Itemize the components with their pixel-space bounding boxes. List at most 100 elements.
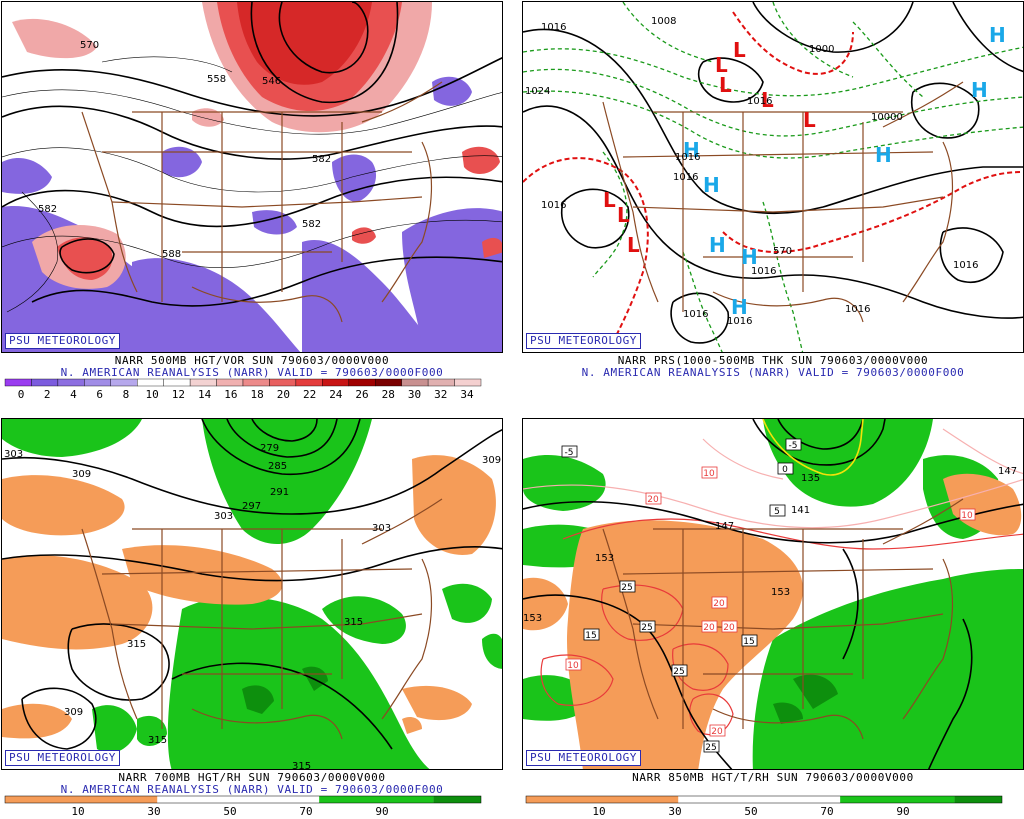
scale-color-cell bbox=[110, 378, 138, 387]
scale-tick-label: 24 bbox=[329, 388, 343, 401]
psu-meteorology-badge: PSU METEOROLOGY bbox=[526, 750, 641, 766]
temperature-box bbox=[671, 664, 688, 677]
svg-text:H: H bbox=[683, 138, 700, 162]
contour-label: 1024 bbox=[525, 86, 550, 97]
svg-text:H: H bbox=[731, 295, 748, 319]
temperature-label-group: -5 -5 5 0 10 20 25 25 20 20 20 15 15 25 10 20 25 10 bbox=[561, 438, 976, 753]
scale-color-cell bbox=[163, 378, 191, 387]
contour-label: 1000 bbox=[809, 44, 834, 55]
contour-label: 1008 bbox=[651, 16, 676, 27]
scale-tick-label: 34 bbox=[460, 388, 474, 401]
temperature-box bbox=[701, 466, 718, 479]
scale-tick-label: 50 bbox=[744, 805, 757, 818]
temperature-label: 25 bbox=[705, 743, 716, 753]
scale-tick-label: 20 bbox=[277, 388, 290, 401]
temperature-box bbox=[645, 492, 662, 505]
scale-tick-label: 90 bbox=[896, 805, 909, 818]
panel-500mb-vorticity: 570 558 546 582 588 582 582 PSU METEOROL… bbox=[1, 1, 503, 401]
temperature-label: -5 bbox=[565, 448, 574, 458]
svg-text:L: L bbox=[617, 203, 630, 227]
contour-label: 309 bbox=[64, 707, 83, 718]
scale-tick-label: 30 bbox=[668, 805, 681, 818]
scale-color-cell bbox=[954, 796, 1002, 803]
rh700-scale-graphic: 10 30 50 70 90 bbox=[4, 795, 482, 818]
rh700-color-scale: 10 30 50 70 90 bbox=[1, 795, 503, 818]
caption-title: NARR PRS(1000-500MB THK SUN 790603/0000V… bbox=[617, 354, 929, 367]
temperature-label: 10 bbox=[567, 661, 579, 671]
contour-label: 315 bbox=[344, 617, 363, 628]
temperature-label: 25 bbox=[621, 583, 632, 593]
scale-tick-label: 10 bbox=[71, 805, 84, 818]
svg-text:H: H bbox=[971, 78, 988, 102]
contour-label: 315 bbox=[127, 639, 146, 650]
temperature-box bbox=[619, 580, 636, 593]
scale-color-cell bbox=[4, 378, 32, 387]
temperature-label: 5 bbox=[774, 507, 780, 517]
svg-text:H: H bbox=[875, 143, 892, 167]
contour-label: 297 bbox=[242, 501, 261, 512]
contour-label: 315 bbox=[292, 761, 311, 770]
svg-text:L: L bbox=[603, 188, 616, 212]
scale-color-cell bbox=[57, 378, 85, 387]
contour-label: 1016 bbox=[747, 96, 772, 107]
contour-label: 1016 bbox=[541, 22, 566, 33]
temperature-box bbox=[565, 658, 582, 671]
scale-color-cell bbox=[319, 796, 434, 803]
scale-color-cell bbox=[427, 378, 455, 387]
contour-label: 1016 bbox=[845, 304, 870, 315]
temperature-label: 25 bbox=[641, 623, 652, 633]
svg-text:H: H bbox=[709, 233, 726, 257]
caption-valid: N. AMERICAN REANALYSIS (NARR) VALID = 79… bbox=[60, 783, 444, 796]
scale-tick-label: 10 bbox=[146, 388, 159, 401]
caption-valid: N. AMERICAN REANALYSIS (NARR) VALID = 79… bbox=[60, 366, 444, 379]
scale-tick-label: 90 bbox=[375, 805, 388, 818]
scale-color-cell bbox=[454, 378, 482, 387]
temperature-label: -5 bbox=[789, 441, 798, 451]
map-700mb-rh: 309 279 285 291 297 303 303 309 315 315 … bbox=[1, 418, 503, 770]
caption-title: NARR 850MB HGT/T/RH SUN 790603/0000V000 bbox=[632, 771, 914, 784]
contour-label: 291 bbox=[270, 487, 289, 498]
contour-label: 309 bbox=[482, 455, 501, 466]
temperature-label: 0 bbox=[782, 465, 788, 475]
scale-tick-label: 22 bbox=[303, 388, 316, 401]
contour-label: 285 bbox=[268, 461, 287, 472]
panel-700mb-rh: 309 279 285 291 297 303 303 309 315 315 … bbox=[1, 418, 503, 818]
temperature-box bbox=[701, 620, 718, 633]
psu-meteorology-badge: PSU METEOROLOGY bbox=[526, 333, 641, 349]
contour-label: 153 bbox=[523, 613, 542, 624]
temperature-label: 20 bbox=[647, 495, 659, 505]
scale-color-cell bbox=[401, 378, 429, 387]
scale-color-cell bbox=[295, 378, 323, 387]
temperature-label: 15 bbox=[743, 637, 754, 647]
scale-tick-label: 18 bbox=[250, 388, 263, 401]
caption-valid: N. AMERICAN REANALYSIS (NARR) VALID = 79… bbox=[581, 366, 965, 379]
caption-title: NARR 700MB HGT/RH SUN 790603/0000V000 bbox=[118, 771, 386, 784]
temperature-label: 20 bbox=[713, 599, 725, 609]
scale-tick-label: 16 bbox=[224, 388, 237, 401]
temperature-label: 20 bbox=[723, 623, 735, 633]
scale-tick-label: 10 bbox=[592, 805, 605, 818]
temperature-box bbox=[561, 445, 578, 458]
contour-label: 147 bbox=[715, 521, 734, 532]
temperature-label: 10 bbox=[961, 511, 973, 521]
scale-color-cell bbox=[840, 796, 955, 803]
scale-color-cell bbox=[216, 378, 244, 387]
scale-color-cell bbox=[269, 378, 297, 387]
caption-title: NARR 500MB HGT/VOR SUN 790603/0000V000 bbox=[114, 354, 390, 367]
contour-label: 1016 bbox=[673, 172, 698, 183]
contour-label: 153 bbox=[771, 587, 790, 598]
temperature-box bbox=[703, 740, 720, 753]
scale-color-cell bbox=[678, 796, 841, 803]
scale-tick-label: 30 bbox=[147, 805, 160, 818]
temperature-box bbox=[741, 634, 758, 647]
temperature-box bbox=[711, 596, 728, 609]
contour-label: 1016 bbox=[751, 266, 776, 277]
temperature-label: 20 bbox=[703, 623, 715, 633]
temperature-box bbox=[583, 628, 600, 641]
contour-label: 135 bbox=[801, 473, 820, 484]
t850-scale-graphic: 10 30 50 70 90 bbox=[525, 795, 1003, 818]
temperature-label: 25 bbox=[673, 667, 684, 677]
svg-text:H: H bbox=[989, 23, 1006, 47]
